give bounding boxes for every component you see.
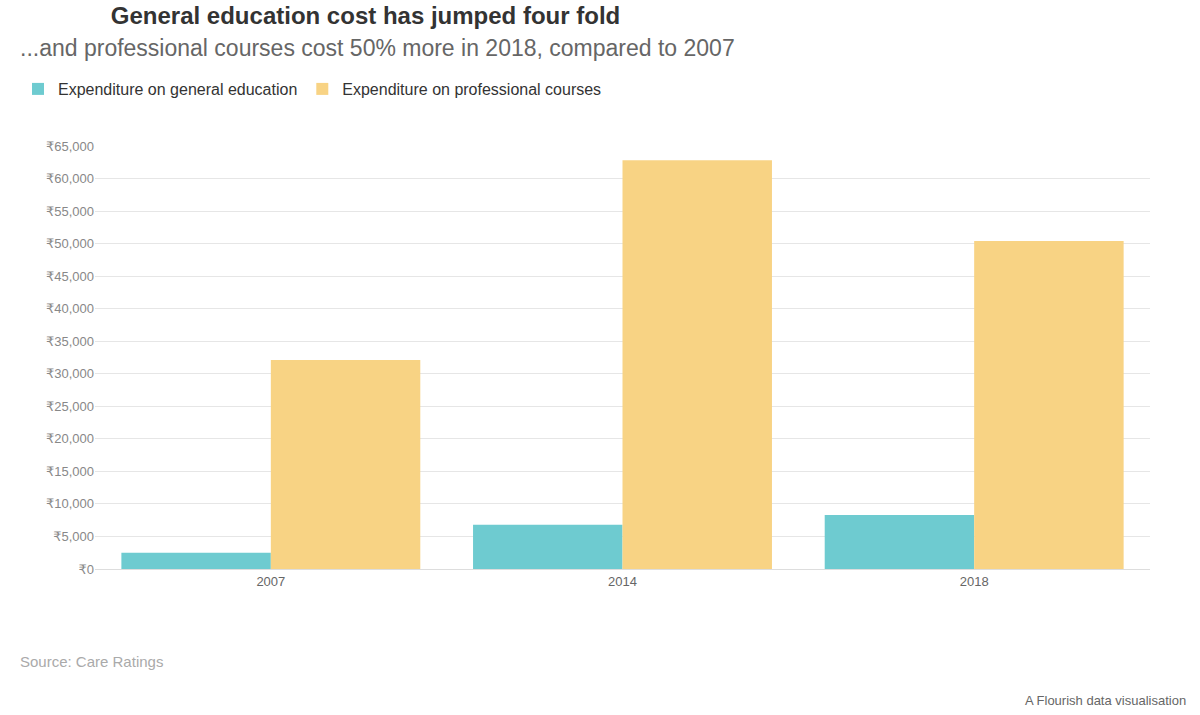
svg-text:2014: 2014 <box>608 574 637 589</box>
svg-text:Expenditure on general educati: Expenditure on general education <box>58 81 297 98</box>
svg-text:...and professional courses co: ...and professional courses cost 50% mor… <box>20 35 735 61</box>
svg-text:₹5,000: ₹5,000 <box>53 529 94 544</box>
svg-text:₹55,000: ₹55,000 <box>46 204 94 219</box>
svg-text:Source: Care Ratings: Source: Care Ratings <box>20 653 163 670</box>
svg-text:General education cost has jum: General education cost has jumped four f… <box>111 2 620 29</box>
svg-text:₹0: ₹0 <box>78 562 94 577</box>
svg-text:₹25,000: ₹25,000 <box>46 399 94 414</box>
svg-text:₹45,000: ₹45,000 <box>46 269 94 284</box>
svg-text:2018: 2018 <box>960 574 989 589</box>
svg-text:Expenditure on professional co: Expenditure on professional courses <box>342 81 601 98</box>
svg-text:₹15,000: ₹15,000 <box>46 464 94 479</box>
svg-text:₹30,000: ₹30,000 <box>46 366 94 381</box>
svg-text:₹50,000: ₹50,000 <box>46 236 94 251</box>
svg-text:₹40,000: ₹40,000 <box>46 301 94 316</box>
svg-text:2007: 2007 <box>256 574 285 589</box>
svg-text:A Flourish data visualisation: A Flourish data visualisation <box>1025 693 1186 708</box>
svg-text:₹10,000: ₹10,000 <box>46 496 94 511</box>
svg-text:₹65,000: ₹65,000 <box>46 139 94 154</box>
svg-text:₹20,000: ₹20,000 <box>46 431 94 446</box>
svg-text:₹35,000: ₹35,000 <box>46 334 94 349</box>
svg-text:₹60,000: ₹60,000 <box>46 171 94 186</box>
